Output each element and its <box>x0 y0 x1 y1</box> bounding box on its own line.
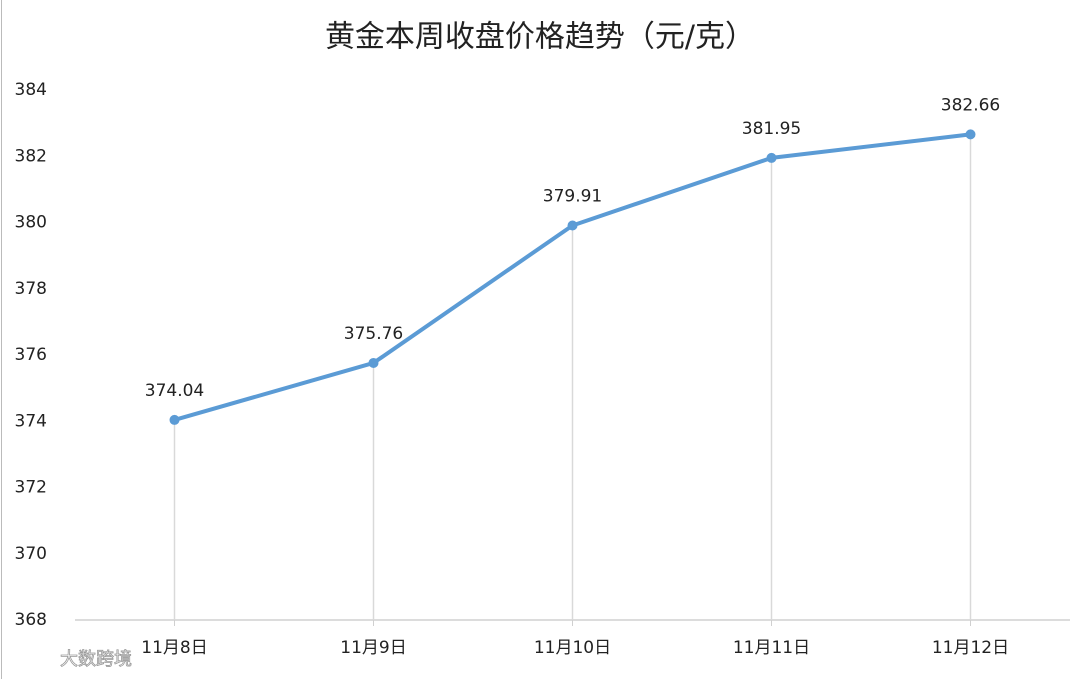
x-tick-label: 11月10日 <box>534 638 611 658</box>
x-tick-label: 11月11日 <box>733 638 810 658</box>
x-tick-label: 11月12日 <box>932 638 1009 658</box>
y-tick-label: 370 <box>15 544 47 564</box>
y-tick-label: 382 <box>15 146 47 166</box>
y-tick-label: 368 <box>15 610 47 630</box>
y-tick-label: 376 <box>15 345 47 365</box>
line-point <box>766 152 777 163</box>
y-tick-label: 374 <box>15 411 47 431</box>
y-tick-label: 380 <box>15 213 47 233</box>
line-point <box>567 220 578 231</box>
data-label: 381.95 <box>742 119 801 139</box>
data-label: 382.66 <box>941 95 1000 115</box>
y-tick-label: 384 <box>15 80 47 100</box>
y-tick-label: 378 <box>15 279 47 299</box>
line-point <box>169 414 180 425</box>
watermark: 大数跨境 <box>60 649 132 670</box>
line-point <box>368 357 379 368</box>
chart-title: 黄金本周收盘价格趋势（元/克） <box>325 20 755 55</box>
line-point <box>965 129 976 140</box>
y-tick-label: 372 <box>15 478 47 498</box>
x-tick-label: 11月9日 <box>340 638 406 658</box>
x-tick-label: 11月8日 <box>141 638 207 658</box>
data-label: 374.04 <box>145 381 204 401</box>
data-label: 375.76 <box>344 324 403 344</box>
data-label: 379.91 <box>543 186 602 206</box>
